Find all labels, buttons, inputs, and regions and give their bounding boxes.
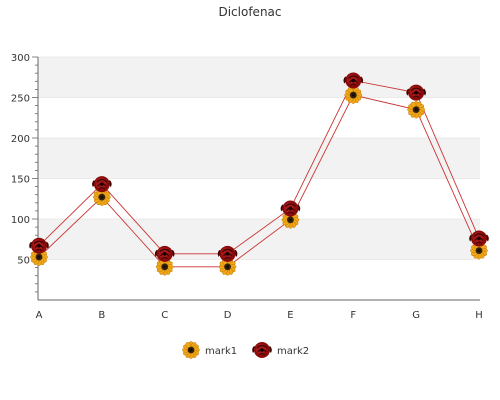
data-point-mark2 xyxy=(280,199,301,218)
y-tick-label: 100 xyxy=(11,215,30,226)
grid-band xyxy=(38,138,480,179)
legend-rose-icon xyxy=(251,341,273,359)
x-tick-label: H xyxy=(475,310,483,321)
x-tick-label: A xyxy=(36,310,43,321)
x-tick-label: G xyxy=(412,310,420,321)
y-tick-label: 150 xyxy=(11,175,30,186)
y-tick-label: 200 xyxy=(11,134,30,145)
series-line-mark2 xyxy=(38,79,480,255)
x-tick-label: C xyxy=(161,310,168,321)
chart-title: Diclofenac xyxy=(218,5,281,19)
y-tick-label: 50 xyxy=(17,256,30,267)
legend-label-mark1: mark1 xyxy=(205,346,237,357)
data-point-mark1 xyxy=(407,100,426,119)
x-tick-label: D xyxy=(224,310,232,321)
grid-band xyxy=(38,219,480,260)
legend-sunflower-icon xyxy=(181,340,201,360)
x-tick-label: F xyxy=(350,310,356,321)
legend-label-mark2: mark2 xyxy=(277,346,309,357)
series-line-mark1 xyxy=(38,94,480,268)
y-tick-label: 300 xyxy=(11,53,30,64)
y-tick-label: 250 xyxy=(11,94,30,105)
x-tick-label: E xyxy=(287,310,293,321)
x-tick-label: B xyxy=(98,310,105,321)
